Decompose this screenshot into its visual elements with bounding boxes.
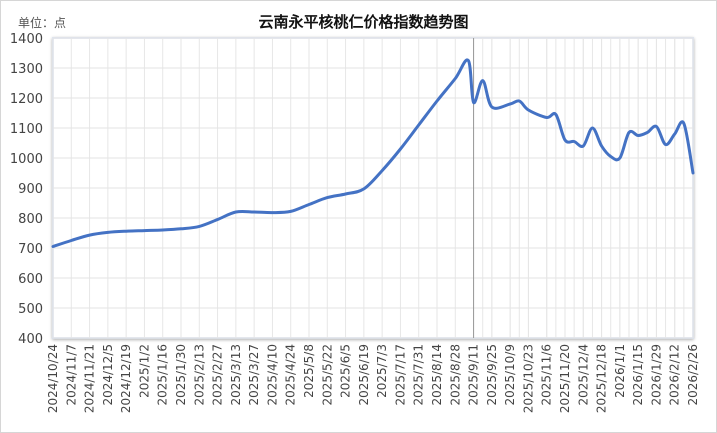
y-tick-label: 600	[18, 272, 43, 287]
x-tick-label: 2025/9/25	[485, 344, 499, 406]
x-tick-label: 2025/6/19	[357, 344, 371, 406]
x-tick-label: 2024/10/24	[46, 344, 60, 413]
series-line	[51, 58, 695, 248]
x-tick-label: 2025/8/28	[448, 344, 462, 406]
price-index-line	[51, 58, 695, 248]
y-tick-label: 1300	[10, 62, 43, 77]
x-tick-label: 2025/7/17	[393, 344, 407, 406]
x-tick-label: 2025/9/11	[467, 344, 481, 406]
y-tick-label: 1400	[10, 32, 43, 47]
x-tick-label: 2026/1/1	[613, 344, 627, 398]
x-tick-label: 2025/10/23	[521, 344, 535, 413]
y-tick-label: 500	[18, 302, 43, 317]
x-tick-label: 2025/12/18	[595, 344, 609, 413]
x-tick-label: 2025/10/9	[503, 344, 517, 406]
y-tick-label: 800	[18, 212, 43, 227]
x-tick-label: 2025/4/24	[284, 344, 298, 406]
x-tick-label: 2025/1/16	[156, 344, 170, 406]
x-tick-label: 2025/7/3	[375, 344, 389, 398]
x-tick-label: 2025/8/14	[430, 344, 444, 406]
x-tick-label: 2025/3/27	[247, 344, 261, 406]
y-tick-label: 1200	[10, 92, 43, 107]
x-tick-label: 2025/2/27	[211, 344, 225, 406]
y-tick-label: 1100	[10, 122, 43, 137]
x-tick-label: 2026/2/26	[686, 344, 700, 406]
x-tick-label: 2025/11/20	[558, 344, 572, 413]
x-tick-label: 2025/6/5	[339, 344, 353, 398]
x-tick-label: 2025/12/4	[576, 344, 590, 406]
x-tick-label: 2025/5/22	[320, 344, 334, 406]
x-tick-label: 2025/7/31	[412, 344, 426, 406]
x-tick-label: 2025/11/6	[540, 344, 554, 406]
x-tick-label: 2026/2/12	[668, 344, 682, 406]
x-axis: 2024/10/24 2024/11/7 2024/11/21 2024/12/5 20…	[46, 344, 700, 413]
x-tick-label: 2026/1/15	[631, 344, 645, 406]
x-tick-label: 2024/12/19	[119, 344, 133, 413]
x-tick-label: 2024/11/21	[83, 344, 97, 413]
x-tick-label: 2026/1/29	[649, 344, 663, 406]
x-tick-label: 2025/1/2	[137, 344, 151, 398]
y-tick-label: 900	[18, 182, 43, 197]
x-tick-label: 2025/4/10	[265, 344, 279, 406]
gridlines	[52, 37, 694, 339]
x-tick-label: 2025/1/30	[174, 344, 188, 406]
x-tick-label: 2024/12/5	[101, 344, 115, 406]
y-tick-label: 1000	[10, 152, 43, 167]
x-tick-label: 2025/2/13	[192, 344, 206, 406]
x-tick-label: 2025/3/13	[229, 344, 243, 406]
x-tick-label: 2024/11/7	[64, 344, 78, 406]
y-tick-label: 700	[18, 242, 43, 257]
unit-label: 单位：点	[18, 16, 67, 30]
y-tick-label: 400	[18, 332, 43, 347]
y-axis: 1400 1300 1200 1100 1000 900 800 700 600 500 400	[10, 32, 43, 347]
chart-title: 云南永平核桃仁价格指数趋势图	[258, 13, 469, 31]
x-tick-label: 2025/5/8	[302, 344, 316, 398]
